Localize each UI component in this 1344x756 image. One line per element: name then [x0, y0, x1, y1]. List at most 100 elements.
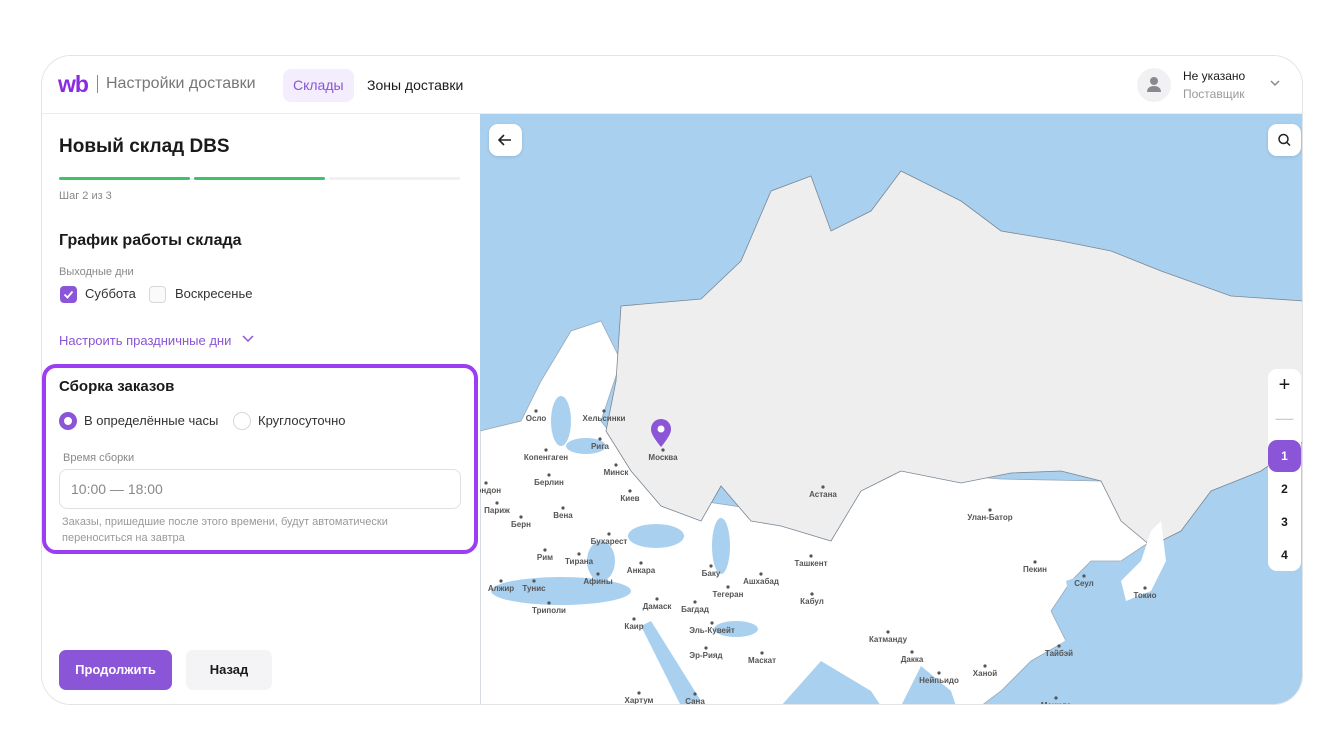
assembly-time-input[interactable]: 10:00 — 18:00	[59, 469, 461, 509]
map-canvas[interactable]: Осло Хельсинки Рига Копенгаген Минск Москва Бе…	[480, 114, 1303, 705]
city-label: Тирана	[565, 557, 594, 566]
progress-segment-3	[329, 177, 460, 180]
city-dot	[602, 409, 606, 413]
back-button[interactable]: Назад	[186, 650, 272, 690]
tab-warehouses[interactable]: Склады	[283, 69, 354, 102]
radio-round-the-clock-label[interactable]: Круглосуточно	[258, 413, 346, 428]
zoom-out-button[interactable]: —	[1275, 408, 1294, 428]
progress-segment-2	[194, 177, 325, 180]
city-label: Афины	[583, 577, 613, 586]
city-dot	[495, 501, 499, 505]
city-labels: Осло Хельсинки Рига Копенгаген Минск Москва Бе…	[480, 409, 1157, 705]
city-dot	[1143, 586, 1147, 590]
city-label: Лондон	[480, 486, 501, 495]
city-label: Рим	[537, 553, 553, 562]
saturday-label[interactable]: Суббота	[85, 286, 136, 301]
city-dot	[983, 664, 987, 668]
city-dot	[544, 448, 548, 452]
check-icon	[63, 290, 74, 299]
schedule-title: График работы склада	[59, 232, 242, 249]
city-label: Ашхабад	[743, 577, 779, 586]
city-label: Триполи	[532, 606, 566, 615]
step-indicator: Шаг 2 из 3	[59, 190, 112, 202]
city-dot	[704, 646, 708, 650]
city-dot	[519, 515, 523, 519]
wb-logo[interactable]: wb	[58, 71, 89, 97]
avatar[interactable]	[1137, 68, 1171, 102]
city-label: Анкара	[627, 566, 656, 575]
arrow-left-icon	[497, 134, 511, 146]
city-dot	[709, 564, 713, 568]
city-label: Сеул	[1074, 579, 1094, 588]
progress-segment-1	[59, 177, 190, 180]
level-2-button[interactable]: 2	[1281, 482, 1288, 496]
search-icon	[1278, 133, 1291, 147]
city-label: Кабул	[800, 597, 824, 606]
radio-specific-hours-label[interactable]: В определённые часы	[84, 413, 219, 428]
water-bodies	[491, 396, 1302, 704]
city-label: Нейпьидо	[919, 676, 959, 685]
city-label: Катманду	[869, 635, 908, 644]
city-label: Токио	[1133, 591, 1156, 600]
city-label: Москва	[648, 453, 678, 462]
chevron-down-icon[interactable]	[1268, 76, 1282, 90]
city-label: Минск	[604, 468, 630, 477]
city-label: Манила	[1041, 701, 1072, 705]
city-label: Хартум	[625, 696, 654, 705]
city-dot	[910, 650, 914, 654]
city-label: Сана	[685, 697, 705, 705]
user-name[interactable]: Не указано	[1183, 69, 1246, 83]
city-label: Ханой	[973, 669, 998, 678]
city-label: Берлин	[534, 478, 564, 487]
zoom-panel: + — 1 2 3 4	[1268, 369, 1301, 571]
city-dot	[661, 448, 665, 452]
city-dot	[937, 671, 941, 675]
city-label: Алжир	[488, 584, 514, 593]
location-marker[interactable]	[651, 419, 671, 447]
saturday-checkbox[interactable]	[60, 286, 77, 303]
level-3-button[interactable]: 3	[1281, 515, 1288, 529]
city-dot	[628, 489, 632, 493]
sunday-checkbox[interactable]	[149, 286, 166, 303]
back-arrow-button[interactable]	[489, 124, 522, 156]
app-title: Настройки доставки	[106, 75, 256, 92]
city-dot	[632, 617, 636, 621]
city-dot	[547, 473, 551, 477]
city-dot	[547, 601, 551, 605]
city-dot	[759, 572, 763, 576]
city-dot	[655, 597, 659, 601]
city-label: Копенгаген	[524, 453, 568, 462]
city-dot	[637, 691, 641, 695]
city-label: Берн	[511, 520, 531, 529]
city-label: Ташкент	[794, 559, 827, 568]
city-dot	[1033, 560, 1037, 564]
map-search-button[interactable]	[1268, 124, 1301, 156]
tab-delivery-zones[interactable]: Зоны доставки	[367, 77, 464, 93]
radio-specific-hours[interactable]	[59, 412, 77, 430]
highlight-frame	[42, 364, 478, 554]
sunday-label[interactable]: Воскресенье	[175, 286, 253, 301]
map[interactable]: Осло Хельсинки Рига Копенгаген Минск Москва Бе…	[480, 114, 1303, 705]
city-dot	[639, 561, 643, 565]
radio-round-the-clock[interactable]	[233, 412, 251, 430]
holidays-link[interactable]: Настроить праздничные дни	[59, 333, 255, 348]
land-russia	[605, 170, 1302, 547]
city-dot	[693, 600, 697, 604]
page-title: Новый склад DBS	[59, 136, 230, 157]
city-label: Багдад	[681, 605, 709, 614]
city-dot	[484, 481, 488, 485]
chevron-down-icon	[242, 335, 254, 343]
city-label: Баку	[702, 569, 721, 578]
city-label: Вена	[553, 511, 573, 520]
city-label: Тегеран	[713, 590, 744, 599]
zoom-in-button[interactable]: +	[1278, 374, 1291, 396]
level-4-button[interactable]: 4	[1281, 548, 1288, 562]
city-label: Бухарест	[591, 537, 628, 546]
city-dot	[596, 572, 600, 576]
city-dot	[1054, 696, 1058, 700]
level-1-button[interactable]: 1	[1268, 440, 1301, 472]
city-dot	[1082, 574, 1086, 578]
city-dot	[809, 554, 813, 558]
city-label: Тайбэй	[1045, 649, 1073, 658]
continue-button[interactable]: Продолжить	[59, 650, 172, 690]
